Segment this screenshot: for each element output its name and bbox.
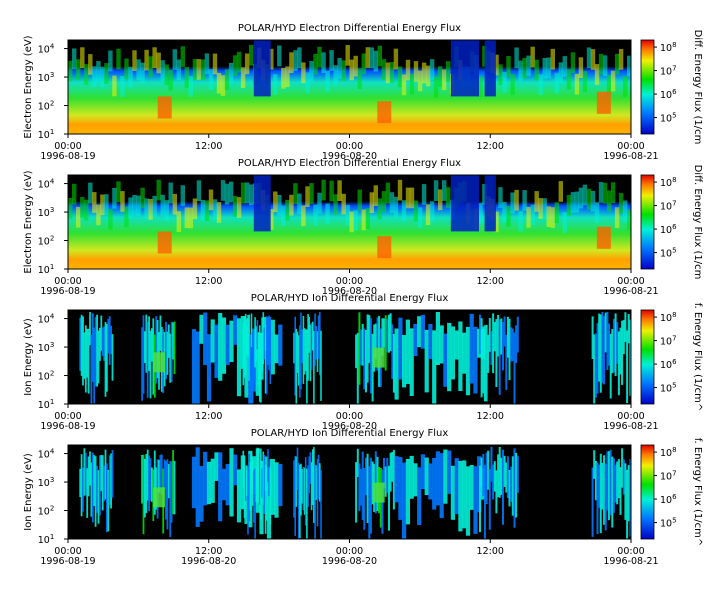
x-tick-date: 1996-08-21: [603, 556, 658, 567]
x-tick-date: 1996-08-19: [40, 421, 95, 432]
y-tick-label: 103: [38, 206, 55, 219]
x-tick-time: 12:00: [477, 141, 504, 152]
colorbar-tick-label: 107: [660, 200, 677, 213]
colorbar: 105 106 107 108 f. Energy Flux (1/cm^: [640, 303, 703, 412]
colorbar-tick-label: 106: [660, 223, 677, 236]
x-tick-time: 00:00: [54, 276, 81, 287]
colorbar-tick-label: 108: [660, 311, 677, 324]
colorbar: 105 106 107 108 Diff. Energy Flux (1/cm: [640, 165, 703, 280]
x-tick-date: 1996-08-19: [40, 556, 95, 567]
x-tick-date: 1996-08-21: [603, 421, 658, 432]
x-tick-time: 00:00: [617, 276, 644, 287]
y-tick-label: 103: [38, 341, 55, 354]
colorbar-tick-label: 107: [660, 335, 677, 348]
x-tick-time: 00:00: [54, 546, 81, 557]
colorbar-tick-label: 108: [660, 176, 677, 189]
x-tick-time: 00:00: [336, 546, 363, 557]
panel-2: POLAR/HYD Electron Differential Energy F…: [23, 158, 703, 297]
colorbar-tick-label: 105: [660, 382, 677, 395]
spectrogram-image: [68, 40, 632, 134]
x-tick-date: 1996-08-21: [603, 286, 658, 297]
y-tick-label: 101: [38, 533, 55, 546]
colorbar-tick-label: 106: [660, 358, 677, 371]
x-tick-time: 00:00: [336, 141, 363, 152]
y-tick-label: 102: [38, 505, 55, 518]
panel-title: POLAR/HYD Electron Differential Energy F…: [238, 158, 461, 169]
y-tick-label: 101: [38, 398, 55, 411]
colorbar-tick-label: 108: [660, 41, 677, 54]
x-tick-time: 12:00: [477, 546, 504, 557]
panel-4: POLAR/HYD Ion Differential Energy Flux 10…: [23, 428, 703, 567]
y-axis-label: Electron Energy (eV): [23, 35, 34, 138]
panel-title: POLAR/HYD Ion Differential Energy Flux: [251, 428, 449, 439]
panel-title: POLAR/HYD Ion Differential Energy Flux: [251, 293, 449, 304]
y-tick-label: 102: [38, 235, 55, 248]
x-tick-time: 12:00: [195, 276, 222, 287]
colorbar-tick-label: 106: [660, 493, 677, 506]
panel-3: POLAR/HYD Ion Differential Energy Flux 10…: [23, 293, 703, 432]
colorbar-label: Diff. Energy Flux (1/cm: [692, 30, 703, 145]
y-axis-label: Electron Energy (eV): [23, 170, 34, 273]
spectrogram-image: [68, 175, 632, 269]
colorbar-tick-label: 105: [660, 247, 677, 260]
x-tick-time: 00:00: [617, 546, 644, 557]
colorbar-tick-label: 105: [660, 112, 677, 125]
x-tick-time: 00:00: [54, 141, 81, 152]
y-tick-label: 104: [38, 43, 55, 56]
colorbar-tick-label: 107: [660, 470, 677, 483]
colorbar: 105 106 107 108 f. Energy Flux (1/cm^: [640, 438, 703, 547]
spectrogram-image: [68, 445, 632, 539]
x-tick-time: 00:00: [336, 411, 363, 422]
colorbar-tick-label: 106: [660, 88, 677, 101]
x-tick-date: 1996-08-20: [322, 151, 377, 162]
x-tick-time: 00:00: [617, 411, 644, 422]
y-tick-label: 101: [38, 263, 55, 276]
x-tick-date: 1996-08-20: [322, 421, 377, 432]
x-tick-date: 1996-08-20: [181, 556, 236, 567]
x-tick-time: 12:00: [477, 411, 504, 422]
colorbar-tick-label: 107: [660, 65, 677, 78]
y-tick-label: 102: [38, 370, 55, 383]
colorbar: 105 106 107 108 Diff. Energy Flux (1/cm: [640, 30, 703, 145]
panel-1: POLAR/HYD Electron Differential Energy F…: [23, 23, 703, 162]
x-tick-time: 00:00: [54, 411, 81, 422]
x-tick-time: 12:00: [195, 546, 222, 557]
y-tick-label: 102: [38, 100, 55, 113]
x-tick-time: 00:00: [336, 276, 363, 287]
y-tick-label: 103: [38, 71, 55, 84]
y-axis-label: Ion Energy (eV): [23, 318, 34, 396]
spectrogram-image: [68, 310, 632, 404]
colorbar-tick-label: 105: [660, 517, 677, 530]
x-tick-date: 1996-08-21: [603, 151, 658, 162]
colorbar-tick-label: 108: [660, 446, 677, 459]
x-tick-date: 1996-08-20: [322, 286, 377, 297]
panel-title: POLAR/HYD Electron Differential Energy F…: [238, 23, 461, 34]
y-tick-label: 103: [38, 476, 55, 489]
y-tick-label: 104: [38, 448, 55, 461]
y-tick-label: 101: [38, 128, 55, 141]
colorbar-label: f. Energy Flux (1/cm^: [692, 438, 703, 547]
colorbar-label: Diff. Energy Flux (1/cm: [692, 165, 703, 280]
colorbar-label: f. Energy Flux (1/cm^: [692, 303, 703, 412]
y-axis-label: Ion Energy (eV): [23, 453, 34, 531]
x-tick-date: 1996-08-19: [40, 286, 95, 297]
y-tick-label: 104: [38, 313, 55, 326]
x-tick-time: 00:00: [617, 141, 644, 152]
x-tick-time: 12:00: [195, 141, 222, 152]
x-tick-time: 12:00: [195, 411, 222, 422]
y-tick-label: 104: [38, 178, 55, 191]
x-tick-time: 12:00: [477, 276, 504, 287]
x-tick-date: 1996-08-19: [40, 151, 95, 162]
x-tick-date: 1996-08-20: [322, 556, 377, 567]
